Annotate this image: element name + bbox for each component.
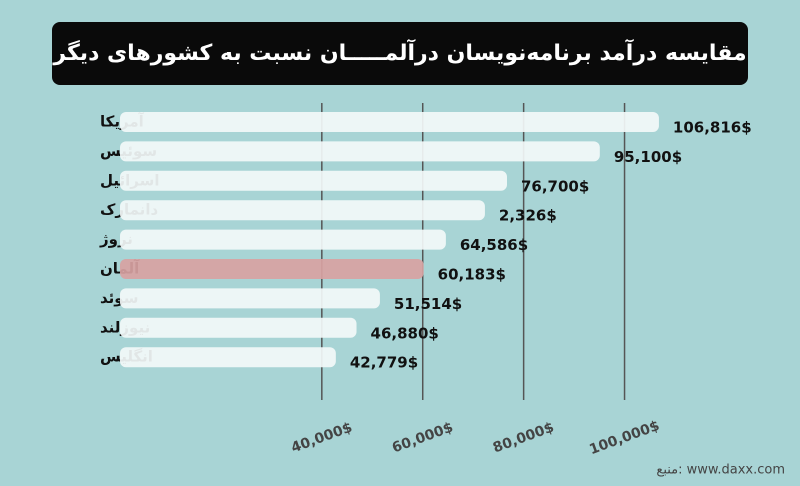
value-label: 46,880$ <box>371 324 439 342</box>
bar <box>120 200 485 221</box>
value-label: 64,586$ <box>460 236 528 254</box>
bar <box>120 259 424 279</box>
value-label: 106,816$ <box>673 119 752 137</box>
bar <box>120 229 446 250</box>
value-label: 42,779$ <box>350 354 418 372</box>
value-label: 60,183$ <box>438 266 506 284</box>
bar <box>120 170 507 191</box>
value-label: 2,326$ <box>499 207 557 225</box>
value-label: 51,514$ <box>394 295 462 313</box>
source: منبع: www.daxx.com <box>656 463 785 478</box>
bar <box>120 141 600 162</box>
bar <box>120 317 357 338</box>
title-box <box>52 22 748 85</box>
chart-title: مقایسه درآمد برنامه‌نویسان درآلمـــــان … <box>52 38 746 66</box>
bar <box>120 288 380 309</box>
value-label: 76,700$ <box>521 177 589 195</box>
value-label: 95,100$ <box>614 148 682 166</box>
bar <box>120 112 659 132</box>
bar <box>120 347 336 368</box>
